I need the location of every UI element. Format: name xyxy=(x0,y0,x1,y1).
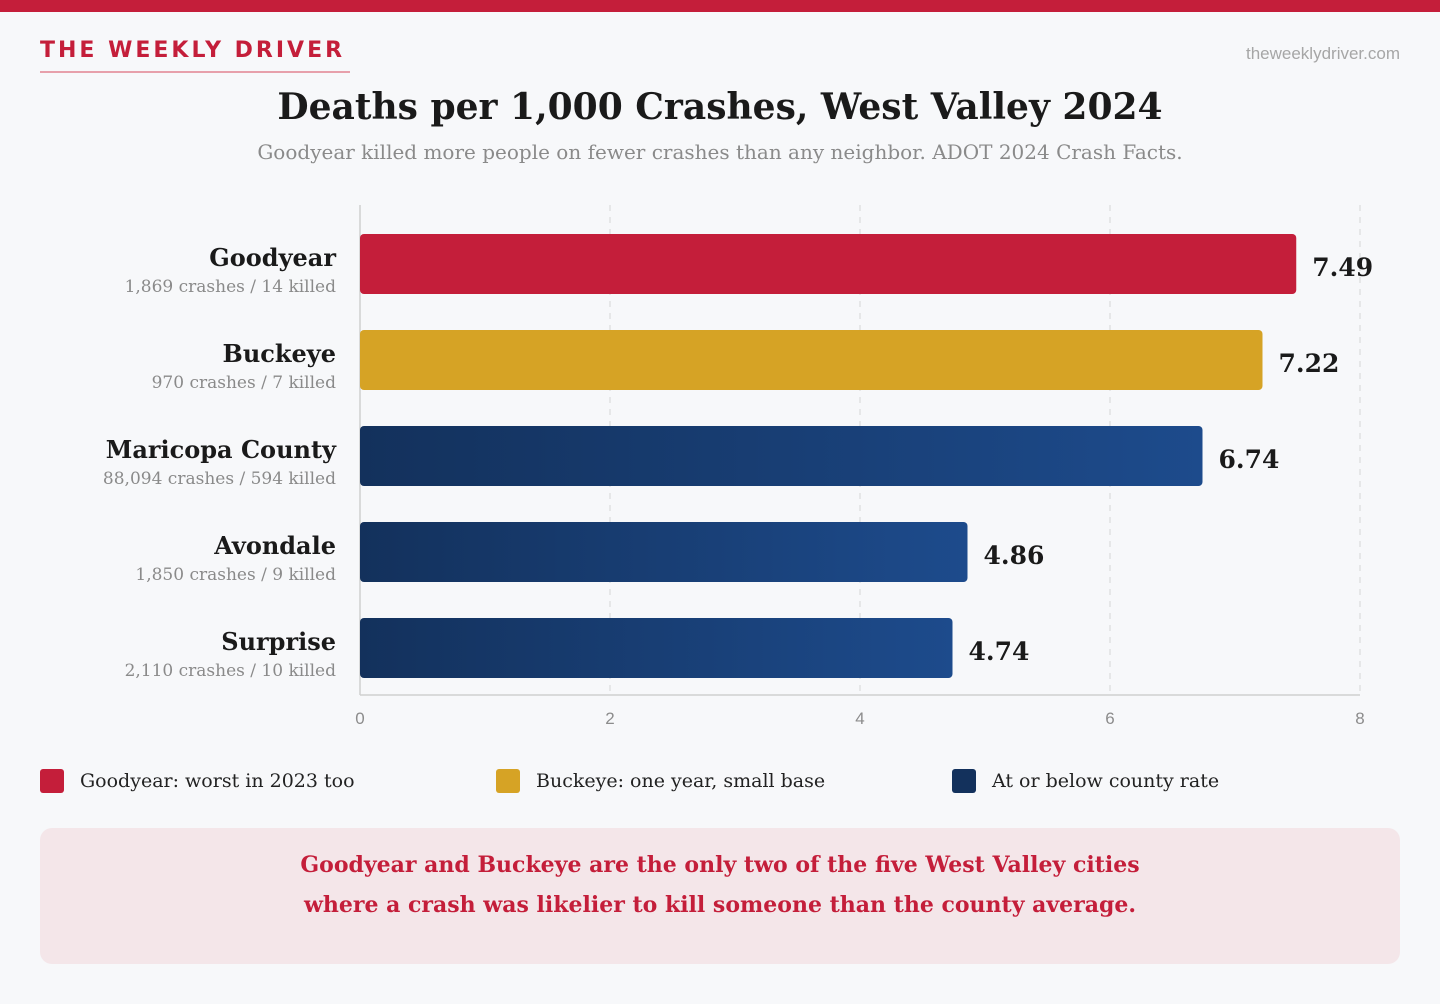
category-label: Buckeye xyxy=(223,339,336,368)
data-label: 7.22 xyxy=(1279,349,1340,378)
category-sublabel: 88,094 crashes / 594 killed xyxy=(103,469,336,489)
bar xyxy=(360,618,953,678)
x-tick-label: 0 xyxy=(355,709,364,728)
labels: 7.49 Goodyear 1,869 crashes / 14 killed 7.2… xyxy=(103,243,1373,681)
x-tick-label: 4 xyxy=(855,709,864,728)
legend-item-county: At or below county rate xyxy=(952,768,1219,794)
brand-underline xyxy=(40,71,350,73)
bar xyxy=(360,330,1263,390)
bar xyxy=(360,522,968,582)
legend-item-buckeye: Buckeye: one year, small base xyxy=(496,768,825,794)
legend-label: Goodyear: worst in 2023 too xyxy=(80,770,355,792)
callout-box: Goodyear and Buckeye are the only two of… xyxy=(40,828,1400,964)
legend-label: At or below county rate xyxy=(992,770,1220,792)
top-accent-bar xyxy=(0,0,1440,12)
legend-swatch xyxy=(496,769,520,793)
category-sublabel: 970 crashes / 7 killed xyxy=(152,373,337,393)
bars xyxy=(360,234,1297,678)
bar xyxy=(360,234,1297,294)
data-label: 7.49 xyxy=(1312,253,1373,282)
category-sublabel: 1,850 crashes / 9 killed xyxy=(135,565,336,585)
brand-name: THE WEEKLY DRIVER xyxy=(40,38,346,63)
category-sublabel: 2,110 crashes / 10 killed xyxy=(125,661,337,681)
legend-label: Buckeye: one year, small base xyxy=(536,770,826,792)
callout-line-1: Goodyear and Buckeye are the only two of… xyxy=(300,852,1140,878)
x-tick-label: 2 xyxy=(605,709,614,728)
category-label: Maricopa County xyxy=(106,435,337,464)
category-label: Surprise xyxy=(221,627,336,656)
callout-line-2: where a crash was likelier to kill someo… xyxy=(303,892,1137,918)
site-url: theweeklydriver.com xyxy=(1245,44,1400,63)
data-label: 6.74 xyxy=(1219,445,1280,474)
chart-subtitle: Goodyear killed more people on fewer cra… xyxy=(257,140,1183,164)
data-label: 4.74 xyxy=(969,637,1030,666)
data-label: 4.86 xyxy=(984,541,1045,570)
legend-item-goodyear: Goodyear: worst in 2023 too xyxy=(40,768,355,794)
category-label: Avondale xyxy=(213,531,336,560)
x-tick-label: 6 xyxy=(1105,709,1114,728)
chart-title: Deaths per 1,000 Crashes, West Valley 20… xyxy=(277,86,1163,128)
category-sublabel: 1,869 crashes / 14 killed xyxy=(125,277,337,297)
legend-swatch xyxy=(40,769,64,793)
legend-swatch xyxy=(952,769,976,793)
bar-chart: 0 2 4 6 8 7.49 Goodyear 1,869 crashes / 14 kil… xyxy=(103,205,1373,728)
x-tick-label: 8 xyxy=(1355,709,1364,728)
category-label: Goodyear xyxy=(209,243,336,272)
bar xyxy=(360,426,1203,486)
